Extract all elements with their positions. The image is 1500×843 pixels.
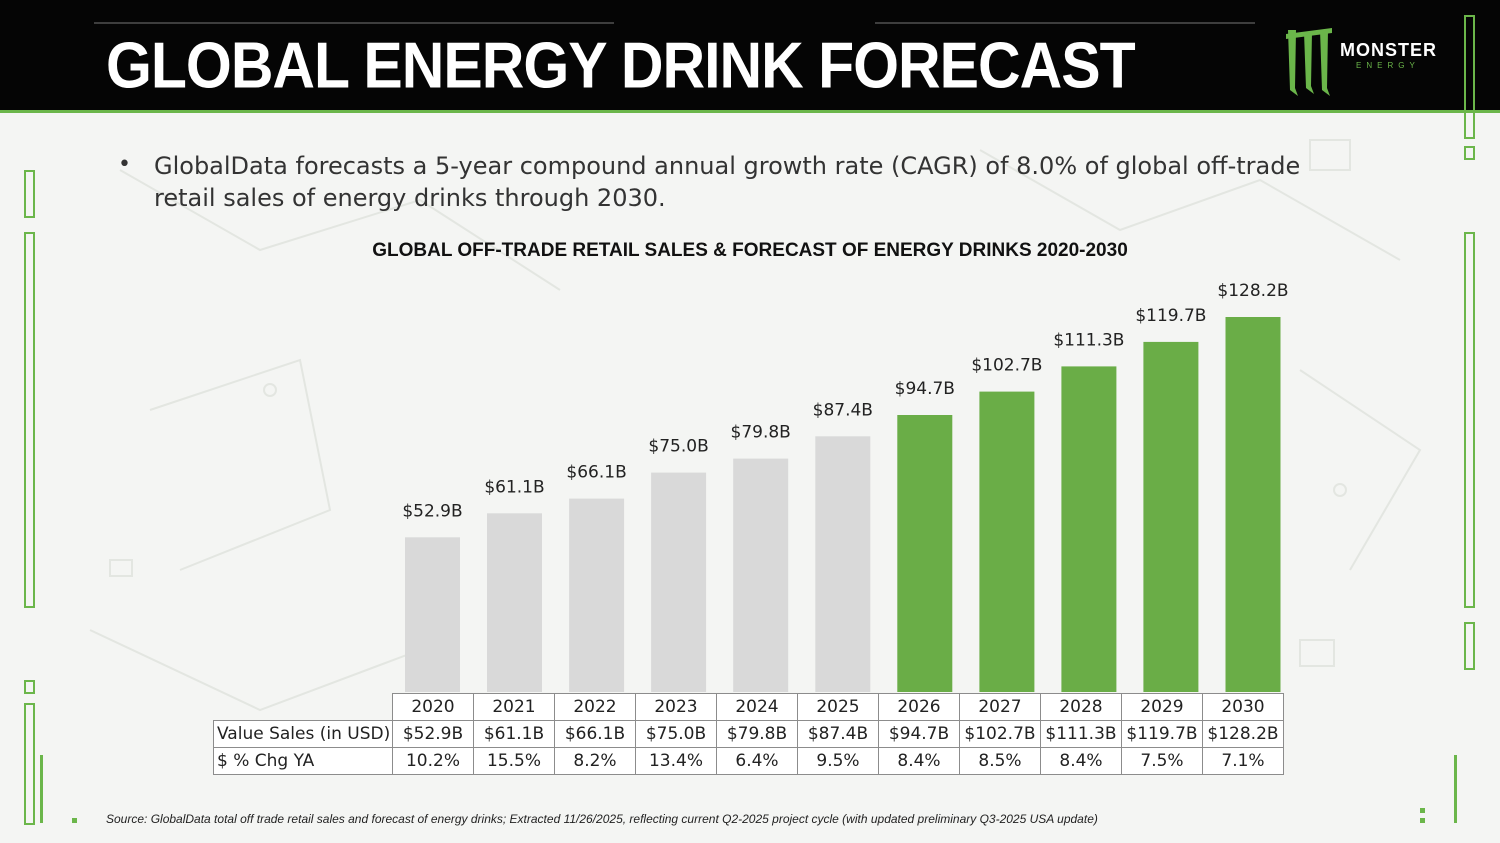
header-rule-right bbox=[875, 22, 1255, 24]
bullet-marker: • bbox=[118, 152, 131, 177]
data-table: 2020 2021 2022 2023 2024 2025 2026 2027 2028 2029… bbox=[213, 693, 1284, 775]
monster-claw-icon bbox=[1286, 28, 1332, 96]
frame-accent bbox=[1420, 818, 1425, 823]
year-header-cell: 2023 bbox=[635, 693, 717, 721]
year-header-cell: 2022 bbox=[554, 693, 636, 721]
data-label-2030: $128.2B bbox=[1217, 281, 1288, 301]
table-cell: $111.3B bbox=[1040, 720, 1122, 748]
row-label-cell: $ % Chg YA bbox=[213, 747, 393, 775]
bullet-text: GlobalData forecasts a 5-year compound a… bbox=[154, 152, 1301, 212]
frame-accent bbox=[40, 755, 43, 823]
year-header-cell: 2029 bbox=[1121, 693, 1203, 721]
data-label-2026: $94.7B bbox=[895, 379, 955, 399]
year-header-cell: 2028 bbox=[1040, 693, 1122, 721]
year-header-cell: 2027 bbox=[959, 693, 1041, 721]
monster-energy-logo: MONSTER ENERGY bbox=[1284, 26, 1454, 98]
year-header-cell: 2021 bbox=[473, 693, 555, 721]
year-header-cell: 2025 bbox=[797, 693, 879, 721]
table-header-row: 2020 2021 2022 2023 2024 2025 2026 2027 2028 2029… bbox=[214, 693, 1284, 721]
logo-wordmark: MONSTER bbox=[1340, 40, 1437, 60]
data-label-2021: $61.1B bbox=[484, 477, 544, 497]
table-cell: $128.2B bbox=[1202, 720, 1284, 748]
bar-2023 bbox=[651, 472, 707, 692]
bar-2025 bbox=[815, 436, 871, 692]
bar-2027 bbox=[979, 391, 1035, 692]
table-cell: 8.5% bbox=[959, 747, 1041, 775]
frame-accent bbox=[24, 680, 35, 694]
data-label-2020: $52.9B bbox=[402, 501, 462, 521]
frame-accent bbox=[1464, 622, 1475, 670]
table-cell: $61.1B bbox=[473, 720, 555, 748]
data-label-2023: $75.0B bbox=[648, 437, 708, 457]
frame-accent bbox=[72, 818, 77, 823]
chart-title: GLOBAL OFF-TRADE RETAIL SALES & FORECAST… bbox=[372, 240, 1128, 261]
frame-accent bbox=[24, 703, 35, 825]
frame-accent bbox=[1464, 232, 1475, 608]
data-label-2024: $79.8B bbox=[731, 423, 791, 443]
year-header-cell: 2024 bbox=[716, 693, 798, 721]
header-bar: GLOBAL ENERGY DRINK FORECAST MONSTER ENE… bbox=[0, 0, 1500, 113]
bar-2020 bbox=[405, 537, 460, 692]
table-cell: 7.5% bbox=[1121, 747, 1203, 775]
table-cell: 8.2% bbox=[554, 747, 636, 775]
table-cell: 9.5% bbox=[797, 747, 879, 775]
bar-2022 bbox=[569, 498, 625, 692]
table-cell: 15.5% bbox=[473, 747, 555, 775]
table-cell: 6.4% bbox=[716, 747, 798, 775]
table-cell: $87.4B bbox=[797, 720, 879, 748]
data-label-2022: $66.1B bbox=[566, 463, 626, 483]
table-cell: 8.4% bbox=[1040, 747, 1122, 775]
data-label-2029: $119.7B bbox=[1135, 306, 1206, 326]
table-cell: 7.1% bbox=[1202, 747, 1284, 775]
frame-accent bbox=[1464, 146, 1475, 160]
year-header-cell: 2020 bbox=[392, 693, 474, 721]
table-cell: 10.2% bbox=[392, 747, 474, 775]
table-cell: $79.8B bbox=[716, 720, 798, 748]
bar-2029 bbox=[1143, 341, 1199, 692]
table-cell: $66.1B bbox=[554, 720, 636, 748]
table-cell: $52.9B bbox=[392, 720, 474, 748]
frame-accent bbox=[1420, 808, 1425, 813]
table-corner-cell bbox=[214, 694, 393, 721]
bar-2028 bbox=[1061, 366, 1117, 692]
frame-accent bbox=[1454, 755, 1457, 823]
bar-2024 bbox=[733, 458, 789, 692]
frame-accent bbox=[24, 170, 35, 218]
logo-subtitle: ENERGY bbox=[1356, 61, 1420, 70]
table-cell: 13.4% bbox=[635, 747, 717, 775]
frame-accent bbox=[24, 232, 35, 608]
data-label-2025: $87.4B bbox=[813, 400, 873, 420]
bar-2030 bbox=[1225, 317, 1281, 692]
bar-2021 bbox=[487, 513, 542, 692]
page-title: GLOBAL ENERGY DRINK FORECAST bbox=[106, 29, 1136, 102]
year-header-cell: 2026 bbox=[878, 693, 960, 721]
data-label-2028: $111.3B bbox=[1053, 330, 1124, 350]
table-cell: $75.0B bbox=[635, 720, 717, 748]
source-note: Source: GlobalData total off trade retai… bbox=[106, 812, 1098, 826]
header-rule-left bbox=[94, 22, 614, 24]
frame-accent bbox=[1464, 15, 1475, 139]
table-cell: $119.7B bbox=[1121, 720, 1203, 748]
data-label-2027: $102.7B bbox=[971, 356, 1042, 376]
bar-2026 bbox=[897, 415, 953, 692]
table-row: Value Sales (in USD) $52.9B $61.1B $66.1B $7… bbox=[213, 720, 1284, 748]
table-cell: 8.4% bbox=[878, 747, 960, 775]
row-label-cell: Value Sales (in USD) bbox=[213, 720, 393, 748]
table-cell: $102.7B bbox=[959, 720, 1041, 748]
table-row: $ % Chg YA 10.2% 15.5% 8.2% 13.4% 6.4% 9.5% 8.4… bbox=[213, 747, 1284, 775]
year-header-cell: 2030 bbox=[1202, 693, 1284, 721]
table-cell: $94.7B bbox=[878, 720, 960, 748]
background-pattern bbox=[89, 139, 1422, 712]
